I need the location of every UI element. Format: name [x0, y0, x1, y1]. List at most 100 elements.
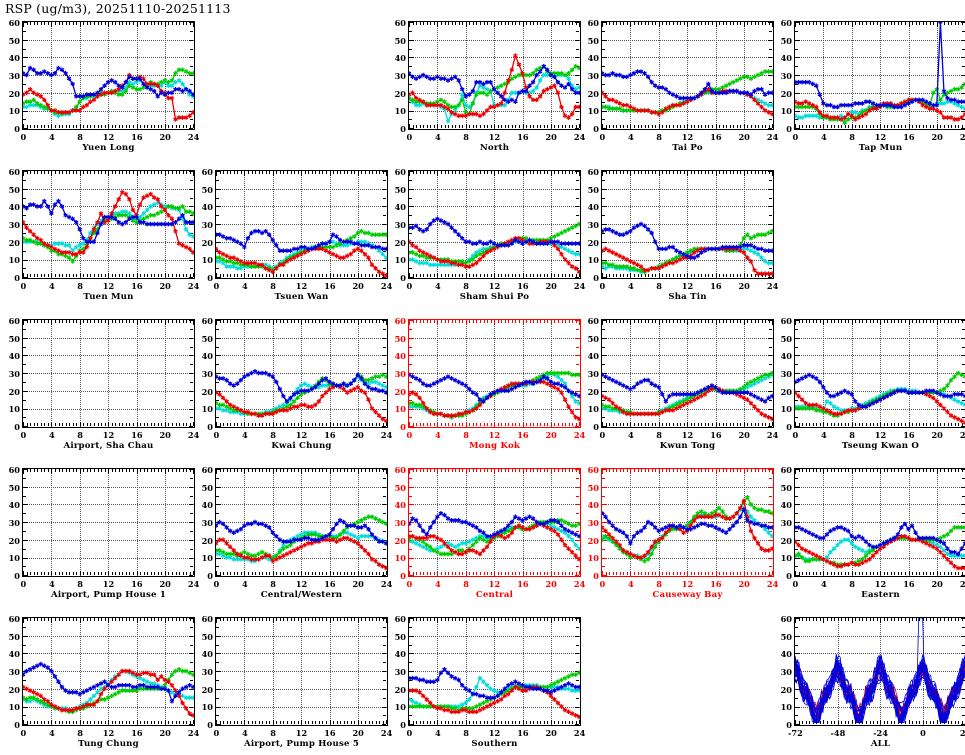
- x-axis-tick-label: 8: [270, 579, 276, 589]
- axis-tick: [381, 688, 387, 690]
- x-axis-tick-label: 8: [656, 579, 662, 589]
- axis-tick: [161, 274, 163, 278]
- axis-tick: [381, 320, 387, 321]
- axis-tick: [409, 408, 414, 410]
- axis-tick: [504, 721, 506, 725]
- axis-tick: [357, 618, 359, 623]
- axis-tick: [33, 572, 35, 576]
- axis-tick: [912, 320, 913, 323]
- axis-tick: [272, 421, 274, 427]
- axis-tick: [648, 423, 650, 427]
- axis-tick: [37, 618, 39, 621]
- axis-tick: [168, 22, 170, 25]
- y-axis-tick-label: 30: [8, 517, 20, 528]
- gridline-vertical: [936, 320, 938, 427]
- axis-tick: [858, 618, 860, 621]
- axis-tick: [743, 272, 745, 278]
- axis-tick: [795, 84, 798, 85]
- series-layer: [602, 69, 773, 117]
- axis-tick: [504, 171, 506, 174]
- y-axis-tick-label: 60: [394, 17, 406, 28]
- axis-tick: [761, 171, 763, 174]
- axis-tick: [437, 570, 439, 576]
- axis-tick: [290, 320, 292, 323]
- gridline-vertical: [715, 22, 717, 129]
- axis-tick: [233, 423, 235, 427]
- y-axis-tick-label: 50: [780, 482, 792, 493]
- axis-tick: [101, 423, 102, 427]
- axis-tick: [111, 618, 113, 621]
- y-axis-tick-label: 40: [780, 351, 792, 362]
- axis-tick: [612, 469, 614, 472]
- axis-tick: [767, 75, 773, 77]
- axis-tick: [574, 557, 580, 559]
- x-axis-tick-label: 24: [959, 430, 965, 440]
- y-axis-tick-label: 30: [394, 70, 406, 81]
- axis-tick: [23, 22, 24, 27]
- axis-tick: [409, 635, 414, 637]
- gridline-vertical: [272, 320, 274, 427]
- axis-tick: [795, 22, 800, 23]
- axis-tick: [798, 320, 800, 323]
- x-axis-tick-label: 12: [681, 132, 694, 142]
- axis-tick: [430, 721, 432, 725]
- gridline-vertical: [743, 469, 745, 576]
- axis-tick: [890, 22, 892, 25]
- axis-tick: [322, 721, 324, 725]
- x-axis-tick-label: 0: [213, 430, 220, 440]
- axis-tick: [455, 572, 457, 576]
- axis-tick: [795, 110, 800, 112]
- axis-tick: [575, 721, 577, 725]
- axis-tick: [479, 618, 481, 621]
- axis-tick: [557, 171, 559, 174]
- axis-tick: [960, 337, 965, 339]
- axis-tick: [887, 721, 889, 725]
- axis-tick: [876, 22, 878, 25]
- gridline-vertical: [880, 618, 882, 725]
- axis-tick: [812, 618, 814, 621]
- axis-tick: [616, 469, 618, 472]
- axis-tick: [51, 171, 53, 176]
- axis-tick: [954, 572, 956, 576]
- axis-tick: [469, 423, 471, 427]
- axis-tick: [819, 572, 821, 576]
- axis-tick: [286, 618, 288, 621]
- axis-tick: [350, 274, 352, 278]
- axis-tick: [301, 171, 303, 176]
- axis-tick: [161, 125, 163, 129]
- axis-tick: [412, 618, 414, 621]
- axis-tick: [648, 572, 650, 576]
- axis-tick: [769, 215, 773, 217]
- axis-tick: [409, 575, 414, 576]
- gridline-vertical: [437, 469, 439, 576]
- y-axis-tick-label: 10: [394, 702, 406, 713]
- axis-tick: [616, 320, 618, 323]
- x-axis-tick-label: 0: [20, 728, 27, 738]
- y-axis-tick-label: 60: [394, 166, 406, 177]
- axis-tick: [76, 618, 78, 621]
- axis-tick: [726, 171, 728, 174]
- axis-tick: [343, 171, 345, 174]
- axis-tick: [190, 566, 194, 568]
- axis-tick: [216, 241, 221, 243]
- axis-tick: [423, 274, 425, 278]
- axis-tick: [690, 572, 692, 576]
- axis-tick: [574, 320, 580, 321]
- axis-tick: [687, 421, 689, 427]
- axis-tick: [616, 171, 618, 174]
- axis-tick: [795, 557, 800, 559]
- y-axis-tick-label: 20: [201, 386, 213, 397]
- axis-tick: [848, 22, 850, 25]
- axis-tick: [23, 382, 26, 383]
- gridline-vertical: [79, 22, 81, 129]
- y-axis-tick-label: 60: [8, 166, 20, 177]
- axis-tick: [269, 423, 271, 427]
- axis-tick: [440, 274, 442, 278]
- axis-tick: [472, 125, 474, 129]
- axis-tick: [897, 423, 899, 427]
- axis-tick: [54, 22, 56, 25]
- axis-tick: [550, 171, 552, 176]
- axis-tick: [626, 171, 628, 174]
- axis-tick: [508, 572, 510, 576]
- axis-tick: [189, 171, 191, 174]
